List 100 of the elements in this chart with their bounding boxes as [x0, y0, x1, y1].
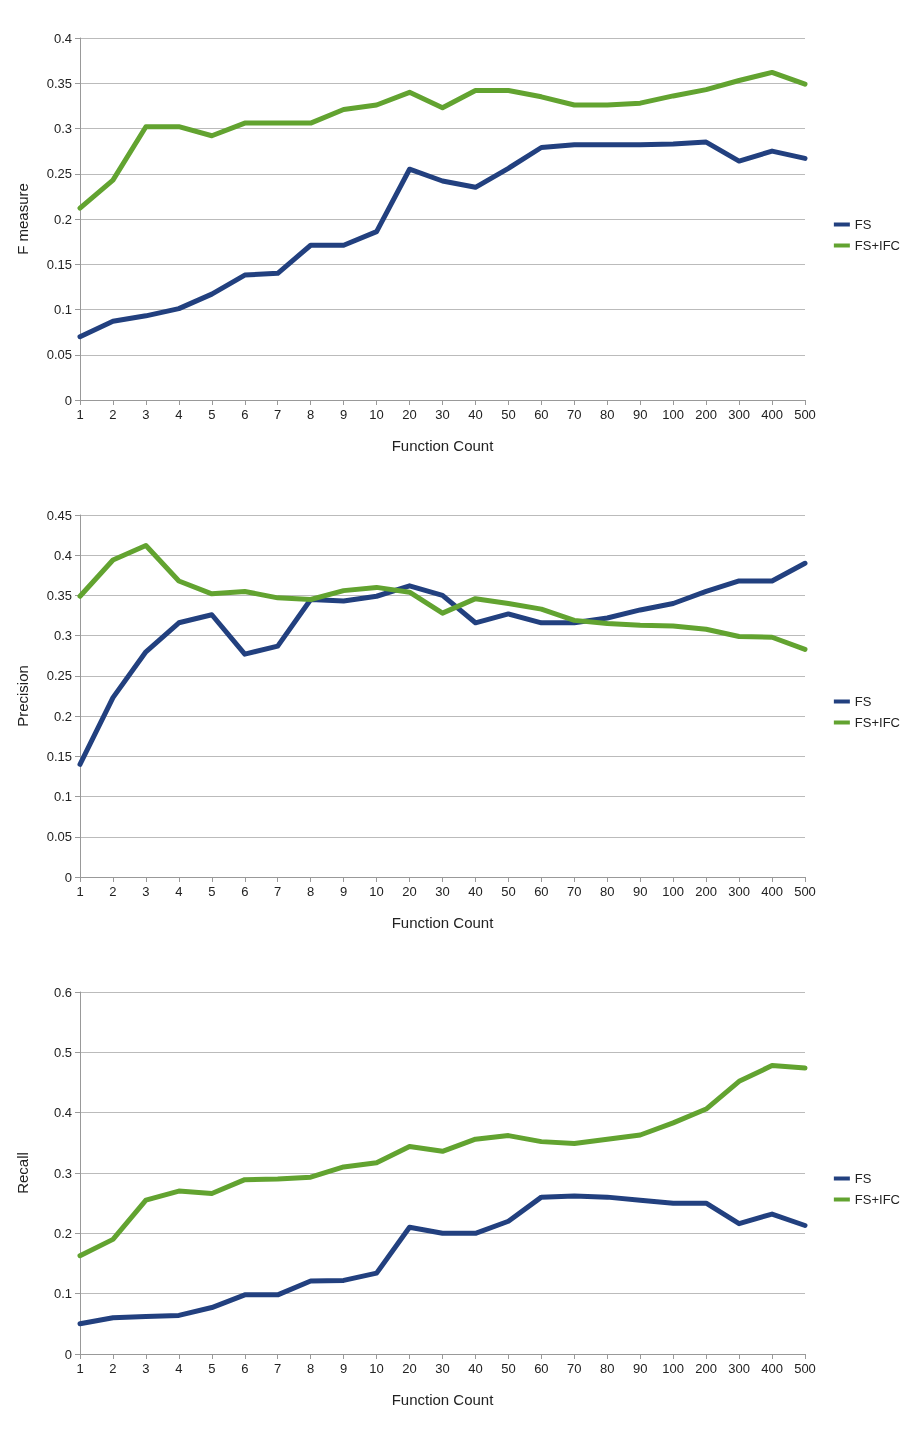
x-tick-label: 8	[307, 1361, 315, 1376]
legend-label: FS+IFC	[854, 238, 901, 253]
legend-label: FS	[854, 694, 872, 709]
x-tick-label: 80	[600, 884, 615, 899]
x-tick-label: 90	[632, 407, 648, 422]
y-tick-label: 0.35	[46, 587, 72, 603]
x-tick-label: 6	[241, 1361, 249, 1376]
y-tick-label: 0	[64, 1346, 72, 1362]
x-tick-label: 400	[761, 407, 783, 422]
y-tick-label: 0.25	[46, 166, 72, 182]
x-tick-label: 400	[761, 1361, 783, 1376]
x-tick-label: 3	[142, 1361, 150, 1376]
x-tick-label: 100	[662, 884, 685, 899]
x-tick-label: 9	[340, 407, 348, 422]
x-tick-label: 400	[761, 884, 783, 899]
x-axis-title: Function Count	[391, 437, 495, 454]
y-tick-label: 0.1	[53, 302, 72, 317]
x-tick-label: 40	[468, 1361, 483, 1376]
y-tick-label: 0.5	[53, 1044, 72, 1060]
y-tick-label: 0.15	[46, 748, 72, 764]
x-tick-label: 8	[307, 407, 315, 422]
x-tick-label: 70	[567, 884, 582, 899]
x-tick-label: 60	[534, 884, 549, 899]
x-tick-label: 4	[175, 407, 183, 422]
x-tick-label: 7	[274, 407, 282, 422]
x-tick-label: 7	[274, 1361, 282, 1376]
x-tick-label: 1	[76, 884, 84, 899]
x-tick-label: 20	[402, 407, 417, 422]
legend-label: FS+IFC	[854, 715, 901, 730]
x-tick-label: 30	[435, 407, 450, 422]
x-tick-label: 300	[728, 884, 750, 899]
x-tick-label: 70	[567, 407, 582, 422]
y-tick-label: 0.3	[53, 121, 72, 136]
x-tick-label: 1	[76, 407, 84, 422]
x-tick-label: 200	[695, 884, 717, 899]
x-tick-label: 5	[208, 1361, 216, 1376]
x-tick-label: 100	[662, 1361, 685, 1376]
x-tick-label: 40	[468, 884, 483, 899]
x-tick-label: 2	[109, 407, 117, 422]
x-tick-label: 50	[501, 884, 516, 899]
x-tick-label: 20	[402, 884, 417, 899]
x-tick-label: 10	[369, 1361, 384, 1376]
x-tick-label: 200	[695, 407, 717, 422]
y-tick-label: 0.3	[53, 1165, 72, 1181]
x-tick-label: 100	[662, 407, 685, 422]
x-tick-label: 200	[695, 1361, 717, 1376]
x-tick-label: 9	[340, 884, 348, 899]
x-tick-label: 90	[632, 1361, 648, 1376]
y-tick-label: 0	[64, 392, 72, 408]
y-tick-label: 0.45	[46, 507, 72, 523]
x-tick-label: 4	[175, 1361, 183, 1376]
x-tick-label: 1	[76, 1361, 84, 1376]
x-tick-label: 7	[274, 884, 282, 899]
y-axis-title: F measure	[14, 183, 31, 255]
x-tick-label: 10	[369, 407, 384, 422]
x-tick-label: 300	[728, 1361, 750, 1376]
y-tick-label: 0.2	[53, 211, 72, 227]
x-axis-title: Function Count	[391, 1391, 495, 1408]
x-tick-label: 60	[534, 1361, 549, 1376]
y-tick-label: 0.35	[46, 75, 72, 91]
y-tick-label: 0.4	[53, 1105, 72, 1121]
x-tick-label: 8	[307, 884, 315, 899]
x-tick-label: 30	[435, 1361, 450, 1376]
x-tick-label: 90	[632, 884, 648, 899]
y-axis-title: Precision	[14, 665, 31, 727]
x-tick-label: 6	[241, 884, 249, 899]
x-tick-label: 6	[241, 407, 249, 422]
legend-label: FS	[854, 217, 872, 232]
y-tick-label: 0.3	[53, 628, 72, 644]
y-tick-label: 0.05	[46, 347, 72, 363]
x-tick-label: 50	[501, 1361, 516, 1376]
legend-label: FS	[854, 1171, 872, 1186]
x-tick-label: 5	[208, 407, 216, 422]
x-tick-label: 20	[402, 1361, 417, 1376]
y-tick-label: 0.2	[53, 1225, 72, 1241]
y-tick-label: 0.1	[53, 1286, 72, 1302]
y-tick-label: 0.2	[53, 708, 72, 724]
y-axis-title: Recall	[14, 1152, 31, 1194]
x-tick-label: 500	[794, 884, 816, 899]
y-tick-label: 0.05	[46, 829, 72, 845]
x-tick-label: 3	[142, 407, 150, 422]
y-tick-label: 0.4	[53, 547, 72, 563]
x-tick-label: 5	[208, 884, 216, 899]
x-tick-label: 30	[435, 884, 450, 899]
x-tick-label: 80	[600, 1361, 615, 1376]
x-tick-label: 2	[109, 884, 117, 899]
x-tick-label: 2	[109, 1361, 117, 1376]
x-tick-label: 70	[567, 1361, 582, 1376]
x-axis-title: Function Count	[391, 914, 495, 931]
y-tick-label: 0.25	[46, 668, 72, 684]
legend-label: FS+IFC	[854, 1192, 901, 1207]
x-tick-label: 40	[468, 407, 483, 422]
x-tick-label: 10	[369, 884, 384, 899]
x-tick-label: 500	[794, 1361, 816, 1376]
x-tick-label: 3	[142, 884, 150, 899]
y-tick-label: 0.4	[53, 30, 72, 46]
x-tick-label: 60	[534, 407, 549, 422]
y-tick-label: 0	[64, 869, 72, 885]
x-tick-label: 300	[728, 407, 750, 422]
x-tick-label: 80	[600, 407, 615, 422]
